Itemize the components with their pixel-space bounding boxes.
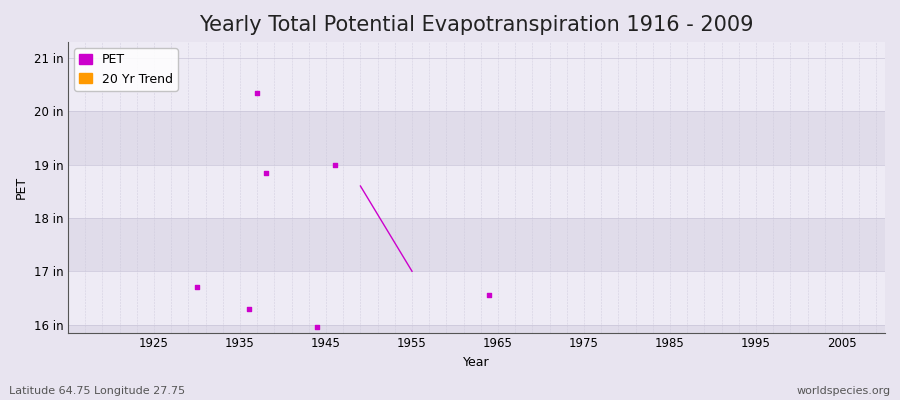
Point [310, 324, 325, 330]
Bar [68, 218, 885, 271]
Point [258, 170, 273, 176]
Bar [68, 165, 885, 218]
Y-axis label: PET: PET [15, 176, 28, 199]
Point [328, 162, 342, 168]
Point [250, 90, 265, 96]
Legend: PET, 20 Yr Trend: PET, 20 Yr Trend [75, 48, 178, 91]
Bar [68, 324, 885, 332]
Point [241, 305, 256, 312]
X-axis label: Year: Year [464, 356, 490, 369]
Bar [68, 58, 885, 111]
Point [190, 284, 204, 290]
Text: Latitude 64.75 Longitude 27.75: Latitude 64.75 Longitude 27.75 [9, 386, 185, 396]
Title: Yearly Total Potential Evapotranspiration 1916 - 2009: Yearly Total Potential Evapotranspiratio… [199, 15, 754, 35]
Bar [68, 111, 885, 165]
Point [482, 292, 497, 298]
Text: worldspecies.org: worldspecies.org [796, 386, 891, 396]
Bar [68, 271, 885, 324]
